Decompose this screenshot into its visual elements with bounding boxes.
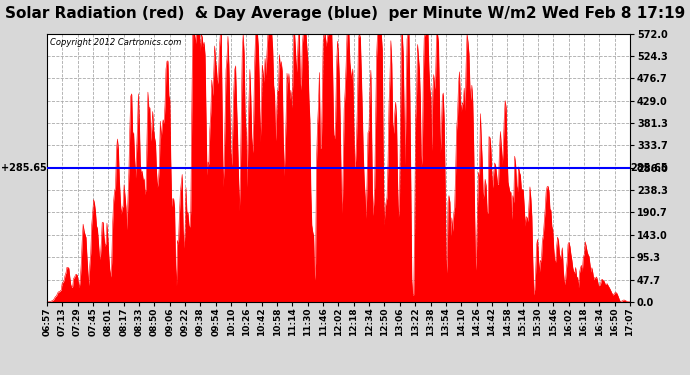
Text: 285.65: 285.65 bbox=[631, 163, 668, 173]
Text: Solar Radiation (red)  & Day Average (blue)  per Minute W/m2 Wed Feb 8 17:19: Solar Radiation (red) & Day Average (blu… bbox=[5, 6, 685, 21]
Text: +285.65: +285.65 bbox=[1, 163, 46, 173]
Text: Copyright 2012 Cartronics.com: Copyright 2012 Cartronics.com bbox=[50, 38, 181, 47]
